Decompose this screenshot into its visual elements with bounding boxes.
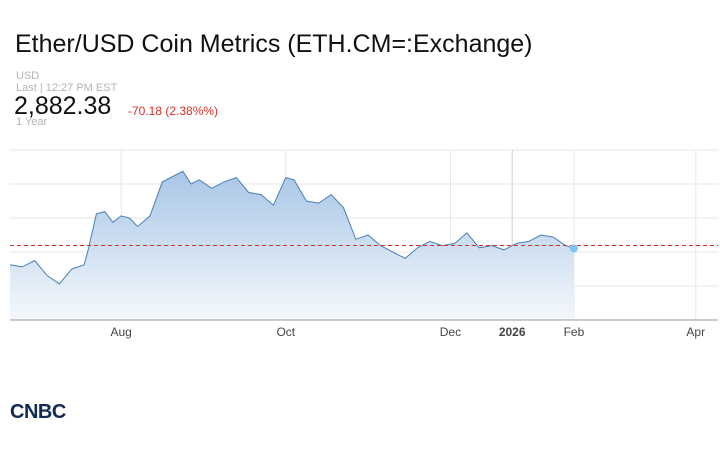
- currency-label: USD: [16, 70, 40, 82]
- cnbc-logo-icon: CNBC: [10, 401, 66, 422]
- time-range-label[interactable]: 1 Year: [16, 116, 48, 128]
- x-axis-ticks: Aug Oct Dec 2026 Feb Apr: [110, 325, 705, 339]
- x-tick-label: Oct: [276, 325, 295, 339]
- last-update-label: Last | 12:27 PM EST: [16, 82, 118, 94]
- price-line: [9, 170, 575, 285]
- x-tick-label: Aug: [110, 325, 131, 339]
- page-title: Ether/USD Coin Metrics (ETH.CM=:Exchange…: [15, 30, 533, 58]
- last-price-marker[interactable]: [569, 244, 578, 253]
- x-tick-label: Apr: [686, 325, 705, 339]
- x-tick-label: Feb: [564, 325, 585, 339]
- cnbc-logo-text: CNBC: [10, 401, 66, 422]
- x-tick-label: Dec: [440, 325, 461, 339]
- x-tick-label: 2026: [499, 325, 526, 339]
- price-change: -70.18 (2.38%%): [128, 104, 219, 118]
- last-price: 2,882.38: [14, 92, 112, 120]
